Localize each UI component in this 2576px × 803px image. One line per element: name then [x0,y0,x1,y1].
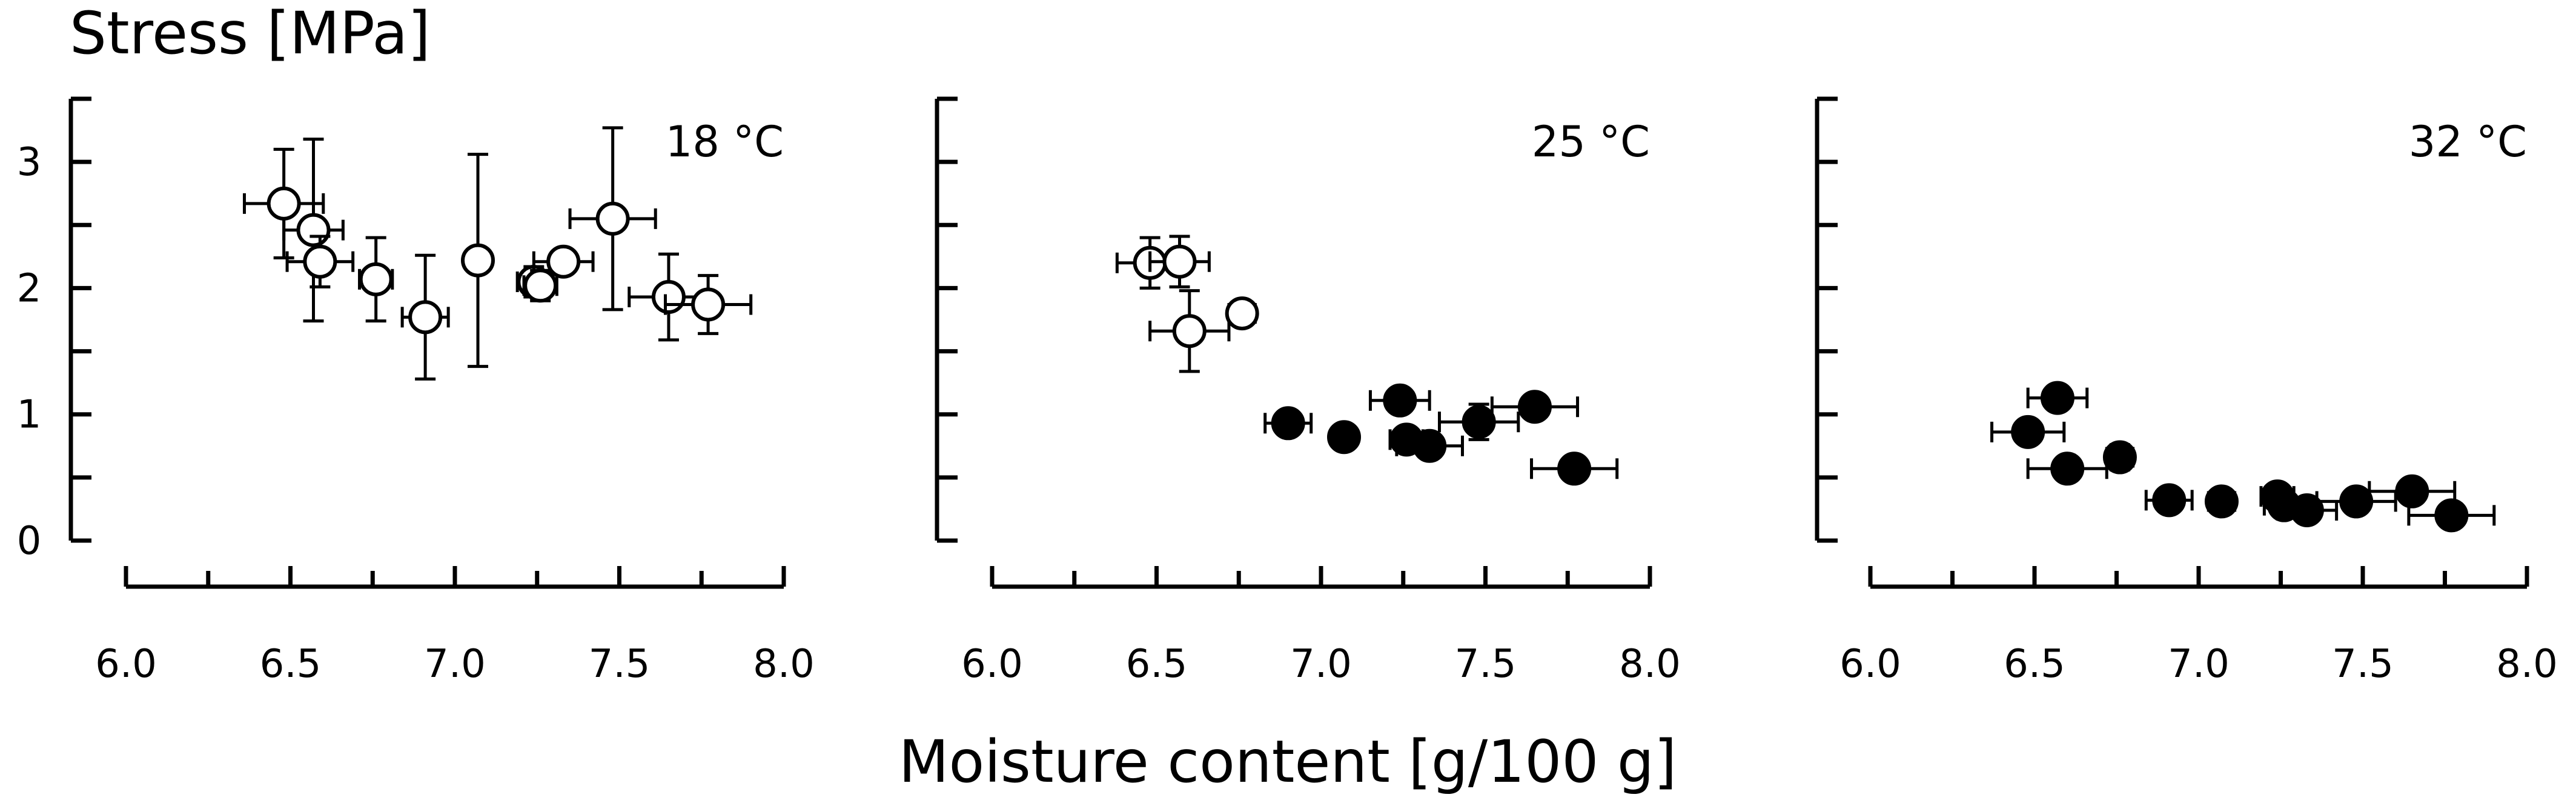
data-point [1263,406,1313,441]
filled-circle-marker [2152,483,2187,518]
x-tick-label: 6.0 [1839,642,1901,687]
filled-circle-marker [2290,493,2324,528]
data-point [400,253,450,381]
x-tick-label: 7.0 [424,642,486,687]
panel-label: 18 °C [666,117,784,167]
filled-circle-marker [2040,381,2074,415]
filled-circle-marker [2102,440,2137,475]
data-point [1395,428,1464,463]
filled-circle-marker [1462,405,1496,439]
filled-circle-marker [1271,406,1305,441]
open-circle-marker [1162,244,1197,279]
data-point [2026,381,2089,415]
y-tick-label: 3 [17,140,42,185]
data-point [1490,390,1580,424]
data-point [532,244,595,279]
y-tick-label: 2 [17,266,42,311]
data-point [1225,296,1259,331]
filled-circle-marker [2434,498,2469,533]
open-circle-marker [408,300,443,335]
data-point [1148,235,1211,288]
x-tick-label: 7.0 [2168,642,2230,687]
data-point [1437,402,1520,441]
open-circle-marker [523,268,558,303]
x-tick-label: 8.0 [753,642,815,687]
data-point [1530,451,1619,486]
open-circle-marker [691,287,726,322]
filled-circle-marker [2050,451,2085,486]
panel-1: 0 1 2 3 6.0 6.5 7.0 7.5 8.0 18 °C [17,96,815,687]
open-circle-marker [267,186,301,221]
x-tick-label: 7.5 [2332,642,2394,687]
data-point [2026,451,2108,486]
open-circle-marker [546,244,581,279]
data-point [2315,484,2397,519]
data-point [461,153,495,368]
panels: 0 1 2 3 6.0 6.5 7.0 7.5 8.0 18 °C 6.0 6.5 7.0 7.5 8.0 2… [17,96,2558,687]
data-point [285,235,355,288]
x-tick-label: 7.0 [1290,642,1352,687]
filled-circle-marker [2011,415,2045,449]
filled-circle-marker [1327,420,1362,455]
data-point [2204,484,2239,519]
y-axis-title: Stress [MPa] [70,0,431,67]
open-circle-marker [461,243,495,278]
x-axis-title: Moisture content [g/100 g] [899,728,1677,796]
x-tick-label: 8.0 [2496,642,2558,687]
open-circle-marker [1225,296,1259,331]
data-point [1990,415,2066,449]
x-tick-label: 6.0 [95,642,157,687]
data-point [2102,440,2137,475]
x-tick-label: 6.0 [961,642,1023,687]
open-circle-marker [303,244,337,279]
x-tick-label: 6.5 [2004,642,2065,687]
x-tick-label: 8.0 [1619,642,1681,687]
data-point [242,147,325,259]
filled-circle-marker [1383,383,1417,418]
filled-circle-marker [1557,451,1592,486]
data-point [664,274,753,335]
filled-circle-marker [2339,484,2374,519]
open-circle-marker [651,280,686,315]
y-tick-label: 1 [17,393,42,438]
data-point [522,268,558,303]
data-point [1368,383,1431,418]
panel-label: 32 °C [2409,117,2527,167]
x-tick-label: 7.5 [1455,642,1517,687]
open-circle-marker [1172,314,1207,348]
x-tick-label: 6.5 [1126,642,1188,687]
data-point [568,126,657,312]
filled-circle-marker [2395,474,2429,508]
data-point [282,138,345,323]
data-point [358,236,394,323]
filled-circle-marker [1517,390,1552,424]
data-point [1148,289,1231,373]
filled-circle-marker [2204,484,2239,519]
data-point [2276,493,2339,528]
data-point [1327,420,1362,455]
open-circle-marker [595,201,630,236]
filled-circle-marker [1412,428,1447,463]
y-tick-label: 0 [17,519,42,564]
panel-label: 25 °C [1532,117,1650,167]
data-point [2368,474,2457,508]
x-tick-label: 7.5 [589,642,651,687]
panel-3: 6.0 6.5 7.0 7.5 8.0 32 °C [1815,96,2558,687]
data-point [2144,483,2194,518]
open-circle-marker [296,213,331,247]
open-circle-marker [359,262,393,296]
panel-2: 6.0 6.5 7.0 7.5 8.0 25 °C [935,96,1681,687]
data-point [2407,498,2496,533]
x-tick-label: 6.5 [260,642,322,687]
